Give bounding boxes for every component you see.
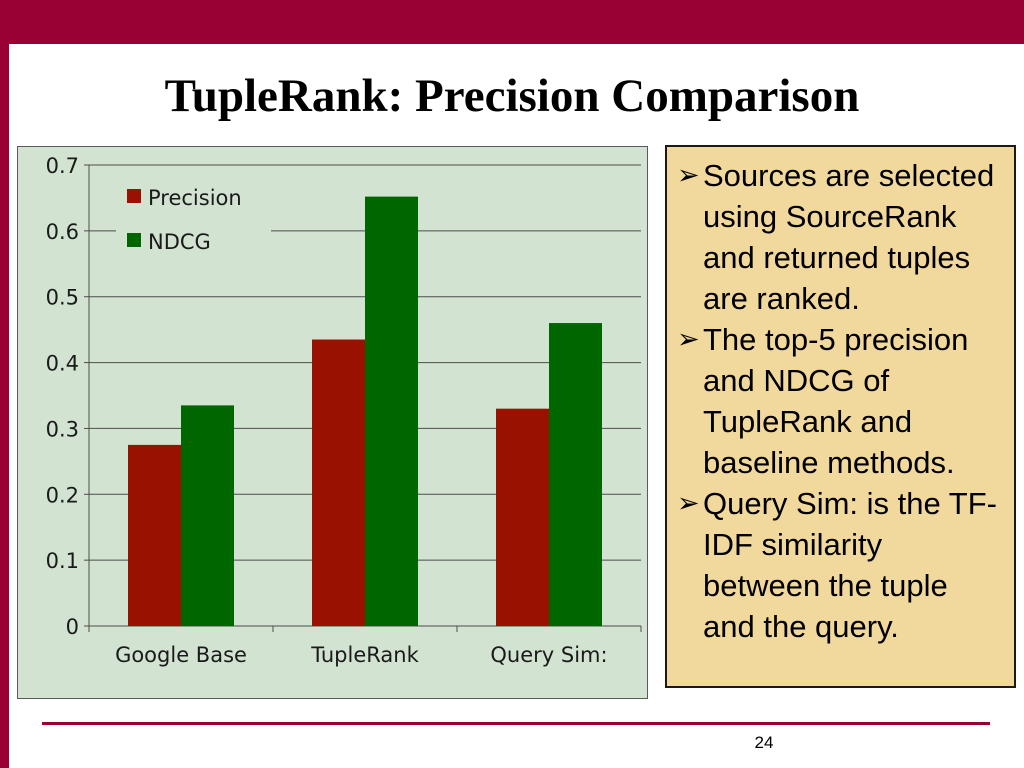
bar-precision	[496, 408, 549, 626]
legend-label: Precision	[148, 186, 242, 210]
note-text: Query Sim: is the TF-IDF similarity betw…	[703, 486, 997, 644]
note-text: Sources are selected using SourceRank an…	[703, 158, 995, 316]
note-item: ➢ The top-5 precision and NDCG of TupleR…	[677, 319, 1006, 483]
x-tick-label: Google Base	[115, 643, 247, 667]
chart-svg: 0 0.1 0.2 0.3 0.4 0.5 0.6 0.7 Google Base TupleRa…	[46, 154, 642, 667]
footer-rule	[42, 722, 990, 725]
right-strip	[1016, 44, 1024, 768]
left-band	[0, 0, 9, 768]
y-tick-label: 0.7	[46, 154, 79, 178]
bar-precision	[312, 339, 365, 626]
bar-precision	[128, 444, 181, 626]
legend-swatch	[127, 233, 141, 247]
arrow-bullet-icon: ➢	[677, 324, 700, 355]
bar-ndcg	[549, 323, 602, 626]
arrow-bullet-icon: ➢	[677, 488, 700, 519]
slide-title: TupleRank: Precision Comparison	[164, 70, 860, 122]
bar-ndcg	[181, 405, 234, 626]
x-tick-label: TupleRank	[310, 643, 419, 667]
note-item: ➢ Query Sim: is the TF-IDF similarity be…	[677, 483, 1006, 647]
note-text: The top-5 precision and NDCG of TupleRan…	[703, 322, 969, 480]
page-number: 24	[754, 733, 774, 752]
y-tick-label: 0	[66, 615, 79, 639]
header-band	[0, 0, 1024, 44]
notes-box: ➢ Sources are selected using SourceRank …	[665, 145, 1016, 688]
legend-label: NDCG	[148, 230, 211, 254]
y-tick-label: 0.5	[46, 286, 79, 310]
x-tick-label: Query Sim:	[490, 643, 607, 667]
bar-chart: 0 0.1 0.2 0.3 0.4 0.5 0.6 0.7 Google Base TupleRa…	[17, 146, 648, 699]
legend-swatch	[127, 189, 141, 203]
y-tick-label: 0.3	[46, 417, 79, 441]
y-tick-label: 0.4	[46, 352, 79, 376]
note-item: ➢ Sources are selected using SourceRank …	[677, 155, 1006, 319]
y-tick-label: 0.2	[46, 483, 79, 507]
y-tick-label: 0.6	[46, 220, 79, 244]
y-tick-label: 0.1	[46, 549, 79, 573]
arrow-bullet-icon: ➢	[677, 160, 700, 191]
legend-background	[116, 177, 271, 259]
bar-ndcg	[365, 196, 418, 626]
